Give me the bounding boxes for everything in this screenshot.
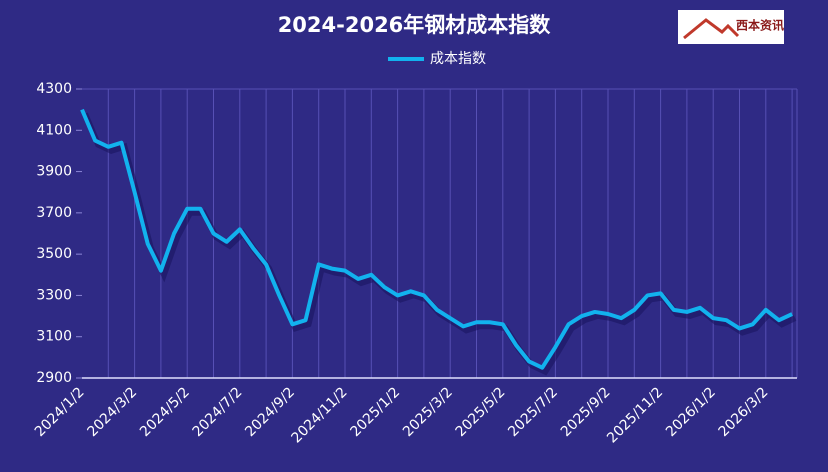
y-tick-label: 3900 [36,164,72,180]
chart-title: 2024-2026年钢材成本指数 [278,13,552,37]
y-tick-label: 3500 [36,246,72,262]
y-tick-label: 4100 [36,122,72,138]
logo-text: 西本资讯 [736,18,784,33]
logo-roof [683,18,740,40]
y-tick-label: 3100 [36,329,72,345]
logo: 西本资讯 [678,10,784,44]
y-tick-label: 3700 [36,205,72,221]
y-tick-label: 2900 [36,370,72,386]
line [80,108,793,370]
y-tick-label: 4300 [36,81,72,97]
legend-label: 成本指数 [430,51,486,67]
y-tick-label: 3300 [36,287,72,303]
